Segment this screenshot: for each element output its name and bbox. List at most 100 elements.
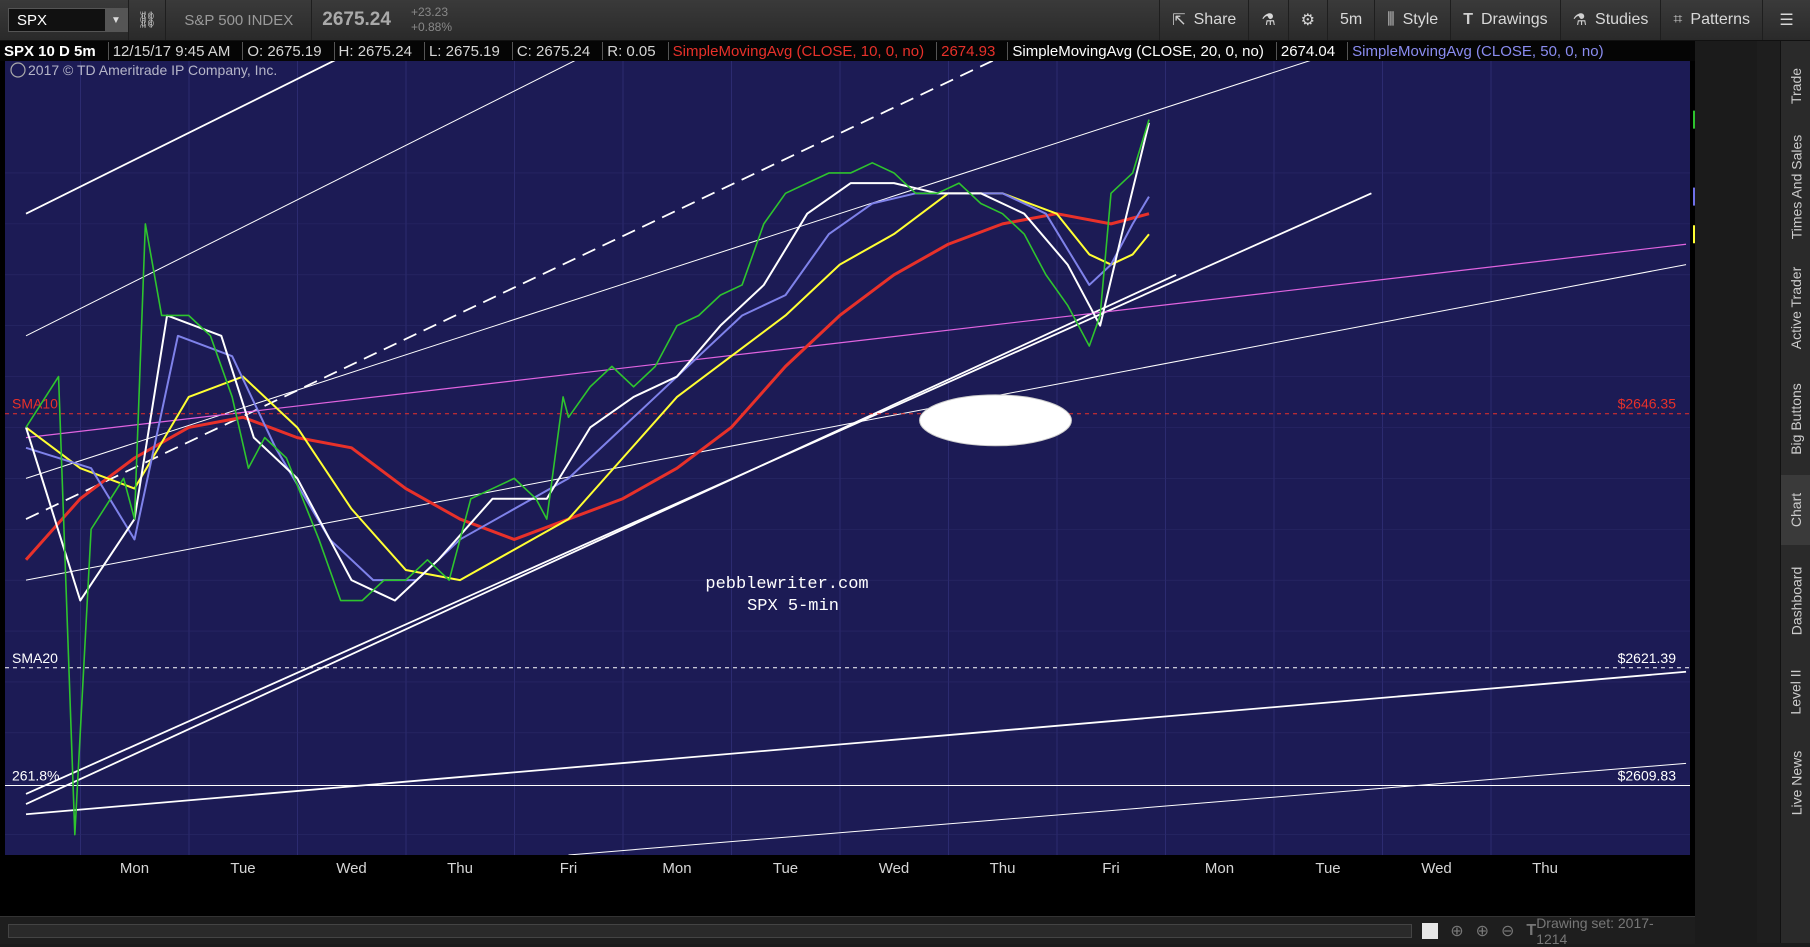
level-name-label: 261.8%	[12, 767, 59, 783]
level-price-label: $2646.35	[1618, 396, 1677, 412]
interval-label: 5m	[1340, 11, 1363, 28]
series-line-sma50	[25, 192, 1150, 582]
separator	[416, 42, 425, 60]
price-tag-bg	[1693, 225, 1695, 244]
separator	[504, 42, 513, 60]
x-tick-label: Tue	[230, 860, 255, 877]
chevron-down-icon[interactable]: ▼	[105, 9, 127, 31]
side-tab-label: Dashboard	[1788, 566, 1804, 636]
patterns-label: Patterns	[1690, 11, 1750, 28]
side-tab-label: Live News	[1788, 750, 1804, 816]
separator	[660, 42, 669, 60]
candles-icon: ⫼	[1387, 11, 1395, 28]
x-tick-label: Mon	[120, 860, 149, 877]
x-tick-label: Fri	[560, 860, 578, 877]
style-label: Style	[1402, 11, 1439, 28]
x-tick-label: Tue	[1315, 860, 1340, 877]
text-icon[interactable]: T	[1526, 921, 1537, 939]
instrument-name: S&P 500 INDEX	[165, 0, 311, 40]
sma50-study-label[interactable]: SimpleMovingAvg (CLOSE, 50, 0, no)	[1352, 42, 1604, 60]
trend-line-7	[25, 264, 1687, 581]
chart-title: SPX 10 D 5m	[4, 42, 96, 60]
pct-change: +0.88%	[410, 20, 452, 34]
symbol-text[interactable]: SPX	[17, 11, 48, 29]
share-icon: ⇱	[1172, 12, 1186, 29]
side-tab-label: Trade	[1788, 67, 1804, 105]
side-tab-trade[interactable]: Trade	[1781, 51, 1810, 121]
patterns-icon: ⌗	[1673, 11, 1683, 28]
side-tab-big-buttons[interactable]: Big Buttons	[1781, 369, 1810, 469]
separator	[100, 42, 109, 60]
studies-button[interactable]: ⚗ Studies	[1559, 0, 1661, 40]
link-icon[interactable]: ⛓	[128, 0, 165, 40]
plot-background	[5, 61, 1690, 855]
separator	[1339, 42, 1349, 60]
side-tab-level-ii[interactable]: Level II	[1781, 657, 1810, 727]
side-gap	[1757, 41, 1780, 943]
side-tab-label: Chart	[1788, 492, 1805, 528]
zoom-icon[interactable]: ⊖	[1501, 922, 1515, 940]
drawing-set-label[interactable]: Drawing set: 2017-1214	[1536, 914, 1654, 947]
sma20-study-label[interactable]: SimpleMovingAvg (CLOSE, 20, 0, no)	[1012, 42, 1264, 60]
side-tab-live-news[interactable]: Live News	[1781, 733, 1810, 833]
menu-button[interactable]: ☰	[1762, 0, 1810, 40]
side-panel: Trade Times And Sales Active Trader Big But…	[1780, 41, 1810, 943]
separator	[928, 42, 938, 60]
x-tick-label: Wed	[1421, 860, 1452, 877]
sma10-study-label[interactable]: SimpleMovingAvg (CLOSE, 10, 0, no)	[672, 42, 925, 60]
flask-icon: ⚗	[1261, 12, 1276, 29]
level-price-label: $2609.83	[1618, 767, 1677, 783]
level-name-label: SMA20	[12, 650, 58, 666]
flask-button[interactable]: ⚗	[1248, 0, 1287, 40]
chart-area[interactable]: SMA10 $2646.35 SMA20 $2621.39 261.8% $2609.83…	[0, 61, 1695, 916]
annotation-ellipse	[919, 394, 1072, 447]
interval-button[interactable]: 5m	[1327, 0, 1374, 40]
studies-label: Studies	[1595, 11, 1649, 28]
side-tab-times-and-sales[interactable]: Times And Sales	[1781, 127, 1810, 247]
x-tick-label: Thu	[990, 860, 1016, 877]
bar-datetime: 12/15/17 9:45 AM	[112, 42, 231, 60]
separator	[999, 42, 1009, 60]
chart-info-bar: SPX 10 D 5m 12/15/17 9:45 AM O: 2675.19 …	[0, 41, 1695, 61]
crosshair-icon[interactable]: ⊕	[1475, 922, 1489, 940]
trend-line-6	[25, 670, 1687, 816]
trend-line-1	[25, 61, 576, 337]
side-tab-active-trader[interactable]: Active Trader	[1781, 253, 1810, 363]
copyright-text: 2017 © TD Ameritrade IP Company, Inc.	[28, 62, 277, 78]
price-chart[interactable]: SMA10 $2646.35 SMA20 $2621.39 261.8% $2609.83…	[0, 61, 1695, 916]
x-tick-label: Mon	[662, 860, 691, 877]
sma20-study-value: 2674.04	[1280, 42, 1336, 60]
style-button[interactable]: ⫼ Style	[1374, 0, 1450, 40]
trend-line-3	[25, 61, 995, 520]
x-tick-label: Wed	[336, 860, 367, 877]
flask-icon: ⚗	[1572, 12, 1588, 29]
change-block: +23.23 +0.88%	[401, 5, 462, 35]
gear-icon: ⚙	[1300, 12, 1316, 29]
bar-close: C: 2675.24	[516, 42, 591, 60]
separator	[1268, 42, 1277, 60]
x-tick-label: Mon	[1205, 860, 1234, 877]
trend-line-5	[25, 273, 1177, 805]
sma10-study-value: 2674.93	[941, 42, 996, 60]
zoom-fit-icon[interactable]: ⊕	[1450, 922, 1464, 940]
text-tool-icon: T	[1463, 11, 1473, 28]
share-label: Share	[1193, 11, 1237, 28]
side-tab-chart[interactable]: Chart	[1781, 475, 1810, 545]
x-tick-label: Tue	[773, 860, 798, 877]
trend-line-9	[568, 762, 1687, 855]
drawings-button[interactable]: T Drawings	[1450, 0, 1559, 40]
share-button[interactable]: ⇱ Share	[1159, 0, 1248, 40]
toolbar: SPX ▼ ⛓ S&P 500 INDEX 2675.24 +23.23 +0.…	[0, 0, 1810, 41]
scroll-track[interactable]	[8, 923, 1413, 938]
x-tick-label: Wed	[879, 860, 910, 877]
patterns-button[interactable]: ⌗ Patterns	[1660, 0, 1762, 40]
x-tick-label: Fri	[1102, 860, 1120, 877]
separator	[234, 42, 244, 60]
symbol-selector[interactable]: SPX ▼	[8, 8, 128, 32]
settings-button[interactable]: ⚙	[1287, 0, 1327, 40]
trend-line-2	[25, 61, 1311, 479]
level-name-label: SMA10	[12, 396, 58, 412]
side-tab-dashboard[interactable]: Dashboard	[1781, 551, 1810, 651]
chart-scrollbar[interactable]: ⊕ ⊕ ⊖ T Drawing set: 2017-1214	[0, 914, 1695, 947]
scroll-thumb[interactable]	[1422, 922, 1439, 939]
